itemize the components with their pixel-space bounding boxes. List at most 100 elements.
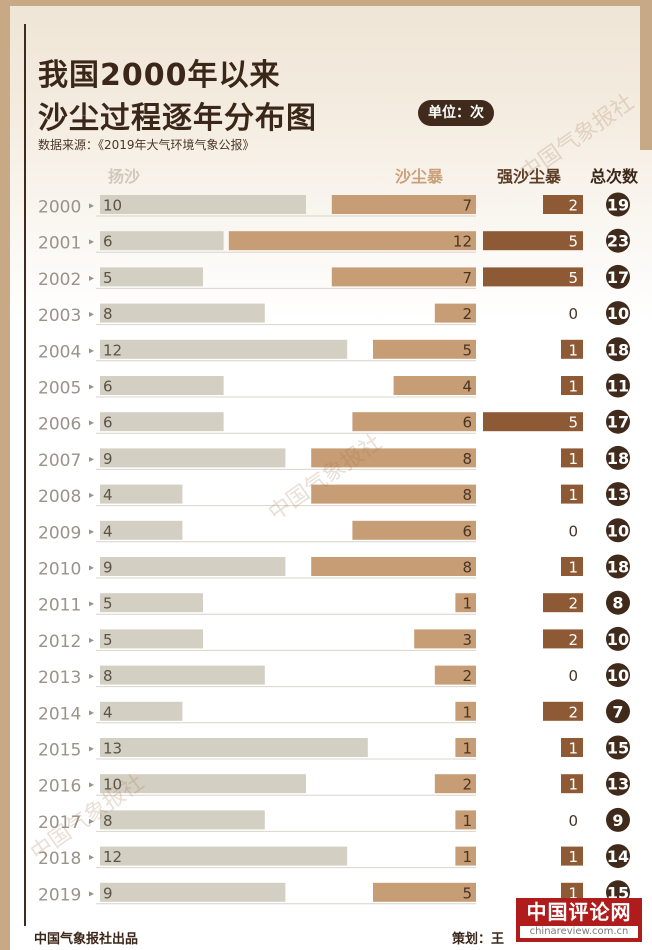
shachenbao-bar	[455, 593, 476, 613]
header-qiangshachenbao: 强沙尘暴	[497, 167, 562, 186]
yangsha-bar	[100, 882, 286, 902]
yangsha-value: 12	[103, 848, 122, 866]
yangsha-bar	[100, 810, 265, 830]
yangsha-value: 6	[103, 233, 113, 251]
year-label: 2018	[38, 849, 81, 869]
total-value: 17	[607, 413, 629, 432]
yangsha-value: 4	[103, 522, 113, 540]
year-pointer: ▸	[89, 707, 94, 718]
yangsha-value: 8	[103, 305, 113, 323]
qiangshachenbao-bar	[543, 629, 583, 649]
yangsha-value: 8	[103, 812, 113, 830]
total-circle	[606, 228, 630, 253]
unit-badge: 单位：次	[418, 100, 494, 126]
right-border	[640, 0, 652, 150]
yangsha-bar	[100, 484, 183, 504]
shachenbao-bar	[455, 810, 476, 830]
logo-text: 中国评论网	[526, 900, 632, 924]
year-pointer: ▸	[89, 635, 94, 646]
year-pointer: ▸	[89, 418, 94, 429]
year-label: 2002	[38, 270, 81, 290]
total-circle	[606, 771, 630, 796]
yangsha-value: 5	[103, 269, 113, 287]
total-circle	[606, 844, 630, 869]
yangsha-bar	[100, 376, 224, 395]
total-value: 18	[607, 558, 629, 577]
shachenbao-value: 6	[462, 414, 472, 432]
qiangshachenbao-bar	[483, 412, 583, 432]
yangsha-value: 9	[103, 450, 113, 468]
year-pointer: ▸	[89, 454, 94, 465]
qiangshachenbao-value: 1	[568, 884, 578, 902]
year-pointer: ▸	[89, 852, 94, 863]
qiangshachenbao-value: 5	[568, 414, 578, 432]
year-pointer: ▸	[89, 744, 94, 755]
yangsha-value: 12	[103, 341, 122, 359]
total-value: 18	[607, 340, 629, 359]
shachenbao-bar	[455, 701, 476, 721]
total-circle	[606, 373, 630, 398]
yangsha-value: 6	[103, 378, 113, 396]
yangsha-value: 13	[103, 740, 122, 758]
shachenbao-value: 2	[462, 305, 472, 323]
total-circle	[606, 445, 630, 470]
qiangshachenbao-bar	[561, 484, 583, 504]
year-pointer: ▸	[89, 201, 94, 212]
shachenbao-bar	[373, 339, 476, 359]
shachenbao-value: 3	[462, 631, 472, 649]
shachenbao-value: 2	[462, 667, 472, 685]
year-label: 2004	[38, 342, 81, 362]
yangsha-bar	[100, 738, 368, 757]
total-circle	[606, 409, 630, 434]
yangsha-bar	[100, 412, 224, 432]
total-circle	[606, 482, 630, 507]
qiangshachenbao-value: 0	[568, 667, 578, 685]
shachenbao-value: 1	[462, 812, 472, 830]
shachenbao-bar	[331, 195, 476, 214]
title-line-1: 我国2000年以来	[38, 58, 281, 93]
total-circle	[606, 663, 630, 688]
year-label: 2019	[38, 885, 81, 905]
year-pointer: ▸	[89, 888, 94, 899]
source-note: 数据来源：《2019年大气环境气象公报》	[38, 138, 255, 152]
total-circle	[606, 192, 630, 217]
yangsha-bar	[100, 557, 286, 576]
logo-url: chinareview.com.cn	[520, 926, 638, 938]
yangsha-value: 10	[103, 776, 122, 794]
qiangshachenbao-bar	[483, 231, 583, 251]
shachenbao-value: 4	[462, 378, 472, 396]
total-value: 10	[607, 630, 629, 649]
site-logo[interactable]: 中国评论网 chinareview.com.cn	[516, 898, 642, 942]
shachenbao-bar	[373, 882, 476, 902]
year-label: 2012	[38, 632, 81, 652]
shachenbao-bar	[434, 665, 476, 685]
qiangshachenbao-bar	[561, 376, 583, 395]
title-line-2: 沙尘过程逐年分布图	[38, 101, 317, 136]
shachenbao-value: 8	[462, 486, 472, 504]
qiangshachenbao-bar	[561, 557, 583, 576]
year-label: 2013	[38, 668, 81, 688]
left-border	[0, 0, 10, 950]
shachenbao-bar	[434, 303, 476, 323]
yangsha-value: 5	[103, 595, 113, 613]
shachenbao-value: 1	[462, 595, 472, 613]
year-label: 2010	[38, 560, 81, 580]
yangsha-bar	[100, 774, 306, 794]
qiangshachenbao-value: 2	[568, 197, 578, 215]
total-value: 15	[607, 883, 629, 902]
year-label: 2008	[38, 487, 81, 507]
qiangshachenbao-value: 0	[568, 812, 578, 830]
year-label: 2009	[38, 523, 81, 543]
yangsha-value: 6	[103, 414, 113, 432]
yangsha-bar	[100, 593, 203, 613]
total-circle	[606, 626, 630, 651]
total-value: 13	[607, 775, 629, 794]
total-circle	[606, 518, 630, 543]
total-circle	[606, 554, 630, 579]
qiangshachenbao-value: 2	[568, 703, 578, 721]
year-label: 2014	[38, 704, 81, 724]
qiangshachenbao-value: 5	[568, 233, 578, 251]
yangsha-bar	[100, 303, 265, 323]
top-border	[0, 0, 652, 6]
yangsha-value: 4	[103, 703, 113, 721]
